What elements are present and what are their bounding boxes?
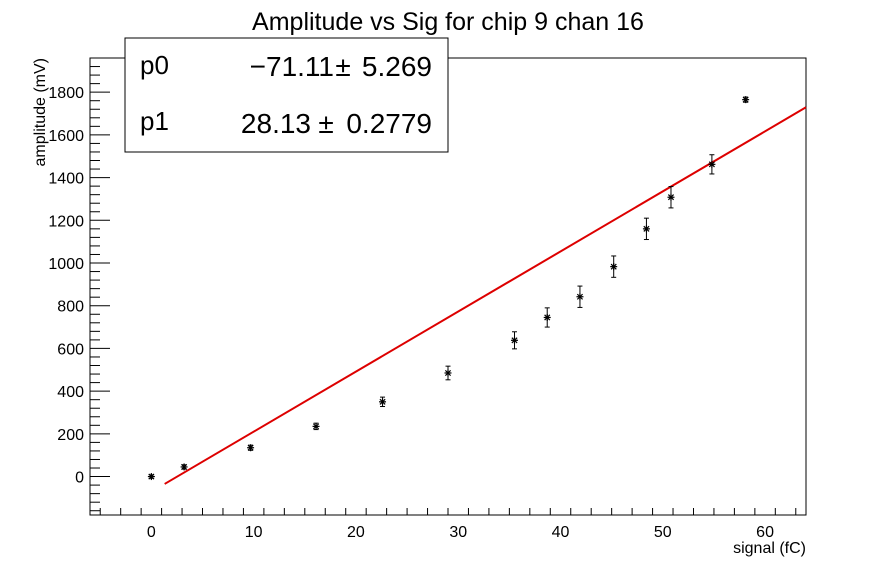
- chart-title: Amplitude vs Sig for chip 9 chan 16: [252, 8, 644, 36]
- marker-star-d2: [379, 398, 386, 405]
- stat-p0-name: p0: [140, 50, 169, 80]
- fit-line: [164, 106, 807, 485]
- stat-p1-name: p1: [140, 106, 169, 136]
- stat-p1-pm: ±: [318, 108, 333, 139]
- x-tick-label: 10: [245, 524, 263, 541]
- y-tick-label: 200: [57, 427, 84, 444]
- data-point: [444, 365, 452, 381]
- marker-star-d2: [247, 444, 254, 451]
- marker-star-d2: [576, 293, 583, 300]
- marker-star-d2: [148, 473, 155, 480]
- marker-star-d2: [444, 369, 452, 377]
- marker-star-d2: [181, 463, 188, 471]
- y-tick-label: 600: [57, 341, 84, 358]
- data-point: [543, 307, 551, 328]
- marker-star-d2: [313, 423, 320, 430]
- y-tick-label: 1600: [48, 128, 84, 145]
- data-point: [708, 154, 716, 175]
- marker-star-d2: [708, 161, 715, 168]
- data-point: [147, 473, 155, 481]
- x-tick-label: 60: [756, 524, 774, 541]
- data-point: [510, 331, 518, 350]
- y-tick-label: 1000: [48, 256, 84, 273]
- stat-p0-value: −71.11: [250, 51, 334, 82]
- x-axis: 0 10 20 30 40 50 60: [99, 508, 797, 541]
- data-point: [667, 186, 675, 209]
- stats-box: p0 −71.11 ± 5.269 p1 28.13 ± 0.2779: [124, 37, 449, 153]
- stat-p1-value: 28.13: [241, 108, 311, 139]
- data-point: [610, 255, 618, 278]
- stat-p1-error: 0.2779: [346, 108, 432, 139]
- data-point: [180, 463, 188, 471]
- x-tick-label: 20: [347, 524, 365, 541]
- marker-star-d2: [544, 314, 551, 321]
- y-tick-label: 800: [57, 299, 84, 316]
- y-tick-label: 1400: [48, 171, 84, 188]
- x-tick-label: 40: [552, 524, 570, 541]
- y-axis: 0 200 400 600 800 1000 1200 1400 1600 1800: [48, 66, 110, 512]
- x-axis-label: signal (fC): [733, 540, 806, 557]
- y-tick-label: 1200: [48, 213, 84, 230]
- y-tick-label: 1800: [48, 85, 84, 102]
- data-point: [742, 96, 750, 104]
- y-axis-label: amplitude (mV): [32, 58, 49, 166]
- fit-line-group: [164, 106, 807, 485]
- y-tick-label: 400: [57, 384, 84, 401]
- stats-box-frame: [124, 37, 449, 153]
- marker-star-d2: [610, 263, 617, 270]
- data-point: [247, 444, 255, 452]
- data-points: [147, 96, 750, 481]
- data-point: [642, 217, 650, 241]
- marker-star-d2: [511, 337, 518, 344]
- data-point: [576, 285, 584, 308]
- data-point: [379, 396, 387, 408]
- y-tick-label: 0: [75, 470, 84, 487]
- data-point: [312, 422, 320, 431]
- x-tick-label: 30: [449, 524, 467, 541]
- marker-star-d2: [742, 96, 749, 103]
- x-tick-label: 0: [147, 524, 156, 541]
- marker-star-d2: [643, 225, 650, 232]
- stat-p0-error: 5.269: [362, 51, 432, 82]
- stat-p0-pm: ±: [335, 51, 350, 82]
- marker-star-d2: [667, 194, 675, 201]
- x-tick-label: 50: [654, 524, 672, 541]
